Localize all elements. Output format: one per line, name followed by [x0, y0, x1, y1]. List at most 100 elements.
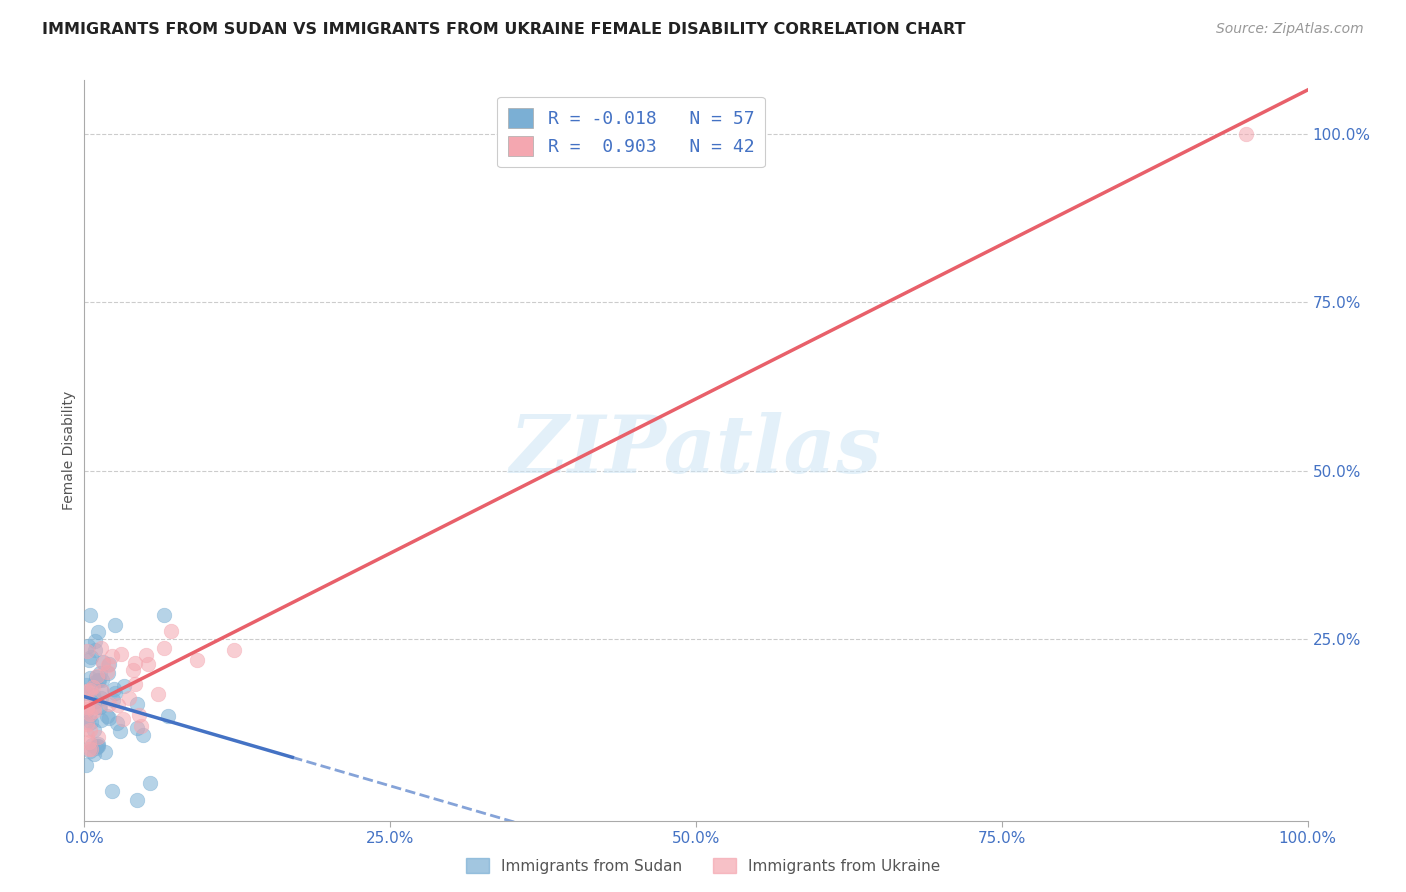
Point: [87, 730, 110, 744]
Point: [97, 666, 120, 681]
Point: [104, 686, 127, 700]
Point: [75, 757, 97, 772]
Point: [84, 634, 107, 648]
Point: [90, 682, 112, 697]
Point: [112, 712, 135, 726]
Point: [86, 669, 108, 683]
Point: [138, 657, 160, 671]
Point: [79, 608, 101, 623]
Point: [97, 657, 120, 672]
Point: [101, 784, 124, 798]
Text: Source: ZipAtlas.com: Source: ZipAtlas.com: [1216, 22, 1364, 37]
Point: [110, 648, 132, 662]
Point: [87, 737, 110, 751]
Point: [159, 624, 181, 639]
Point: [75, 706, 97, 720]
Point: [79, 744, 101, 758]
Point: [186, 653, 208, 667]
Point: [86, 739, 108, 753]
Point: [86, 624, 108, 639]
Point: [82, 681, 104, 695]
Point: [97, 698, 120, 712]
Point: [153, 641, 176, 656]
Point: [93, 745, 115, 759]
Y-axis label: Female Disability: Female Disability: [62, 391, 76, 510]
Point: [91, 684, 114, 698]
Point: [83, 747, 105, 762]
Point: [96, 708, 118, 723]
Point: [80, 738, 103, 752]
Point: [84, 740, 107, 755]
Point: [87, 700, 110, 714]
Point: [76, 728, 98, 742]
Point: [135, 648, 157, 662]
Point: [127, 698, 149, 712]
Point: [76, 716, 98, 731]
Point: [83, 700, 105, 714]
Point: [76, 699, 98, 714]
Point: [87, 673, 110, 688]
Point: [1236, 127, 1258, 141]
Point: [146, 687, 169, 701]
Point: [157, 708, 180, 723]
Point: [112, 679, 135, 693]
Point: [122, 663, 145, 677]
Point: [75, 686, 97, 700]
Legend: Immigrants from Sudan, Immigrants from Ukraine: Immigrants from Sudan, Immigrants from U…: [460, 852, 946, 880]
Point: [98, 710, 121, 724]
Point: [76, 702, 98, 716]
Point: [76, 684, 98, 698]
Point: [124, 656, 146, 670]
Point: [107, 698, 129, 712]
Point: [104, 618, 127, 632]
Point: [90, 673, 112, 687]
Point: [76, 639, 98, 653]
Point: [91, 656, 114, 670]
Point: [97, 657, 120, 672]
Point: [90, 640, 112, 655]
Point: [101, 693, 124, 707]
Point: [79, 682, 101, 697]
Point: [75, 714, 97, 729]
Point: [77, 653, 100, 667]
Point: [103, 681, 125, 696]
Point: [91, 655, 114, 669]
Point: [96, 665, 118, 680]
Point: [76, 694, 98, 708]
Point: [79, 723, 101, 738]
Point: [83, 642, 105, 657]
Point: [79, 741, 101, 756]
Point: [76, 678, 98, 692]
Point: [100, 649, 122, 664]
Point: [79, 710, 101, 724]
Legend: R = -0.018   N = 57, R =  0.903   N = 42: R = -0.018 N = 57, R = 0.903 N = 42: [498, 96, 765, 168]
Point: [76, 644, 98, 658]
Point: [118, 691, 141, 706]
Point: [83, 705, 105, 719]
Point: [124, 677, 146, 691]
Point: [89, 673, 111, 687]
Point: [83, 723, 105, 738]
Point: [127, 793, 149, 807]
Point: [80, 741, 103, 756]
Point: [90, 690, 112, 705]
Point: [80, 650, 103, 665]
Text: IMMIGRANTS FROM SUDAN VS IMMIGRANTS FROM UKRAINE FEMALE DISABILITY CORRELATION C: IMMIGRANTS FROM SUDAN VS IMMIGRANTS FROM…: [42, 22, 966, 37]
Point: [128, 707, 150, 722]
Point: [125, 721, 148, 735]
Point: [131, 718, 153, 732]
Point: [105, 716, 128, 731]
Point: [139, 776, 162, 790]
Point: [224, 642, 246, 657]
Point: [77, 735, 100, 749]
Point: [84, 693, 107, 707]
Point: [86, 670, 108, 684]
Point: [132, 728, 155, 742]
Point: [82, 689, 104, 703]
Text: ZIPatlas: ZIPatlas: [510, 412, 882, 489]
Point: [89, 699, 111, 714]
Point: [79, 671, 101, 685]
Point: [80, 714, 103, 729]
Point: [89, 665, 111, 680]
Point: [83, 674, 105, 689]
